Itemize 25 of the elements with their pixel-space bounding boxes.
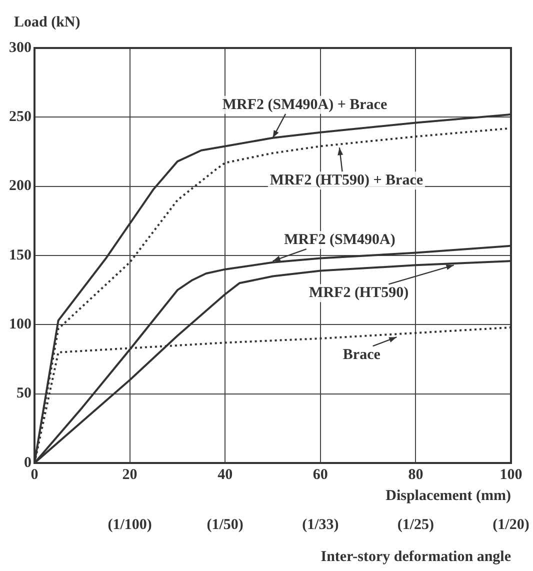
x-tick-label: 20 — [122, 466, 138, 483]
x-tick-label: 100 — [500, 466, 522, 483]
x-axis-title: Displacement (mm) — [386, 488, 511, 504]
text: (1/33) — [302, 516, 339, 533]
text: (1/100) — [108, 516, 152, 533]
y-tick-label: 150 — [9, 247, 32, 264]
y-tick-label: 200 — [9, 178, 32, 194]
y-tick-label: 0 — [24, 454, 32, 471]
annotation: MRF2 (HT590) + Brace — [270, 172, 424, 188]
annotation: MRF2 (SM490A) + Brace — [222, 96, 388, 113]
y-tick-label: 300 — [9, 40, 32, 56]
text: Inter-story deformation angle — [320, 548, 512, 565]
text: (1/50) — [206, 516, 244, 533]
x-tick-label: 40 — [218, 466, 233, 483]
text: (1/20) — [492, 516, 530, 533]
y-axis-title: Load (kN) — [14, 14, 80, 30]
annotation: Brace — [342, 346, 381, 363]
annotation: MRF2 (SM490A) — [284, 232, 396, 248]
annotation: MRF2 (HT590) — [309, 285, 409, 302]
text: (1/25) — [397, 516, 434, 533]
y-tick-label: 250 — [9, 109, 32, 126]
y-tick-label: 100 — [9, 316, 32, 333]
x-tick-label: 60 — [312, 466, 328, 483]
y-tick-label: 50 — [16, 386, 32, 402]
x-tick-label: 80 — [408, 466, 424, 483]
